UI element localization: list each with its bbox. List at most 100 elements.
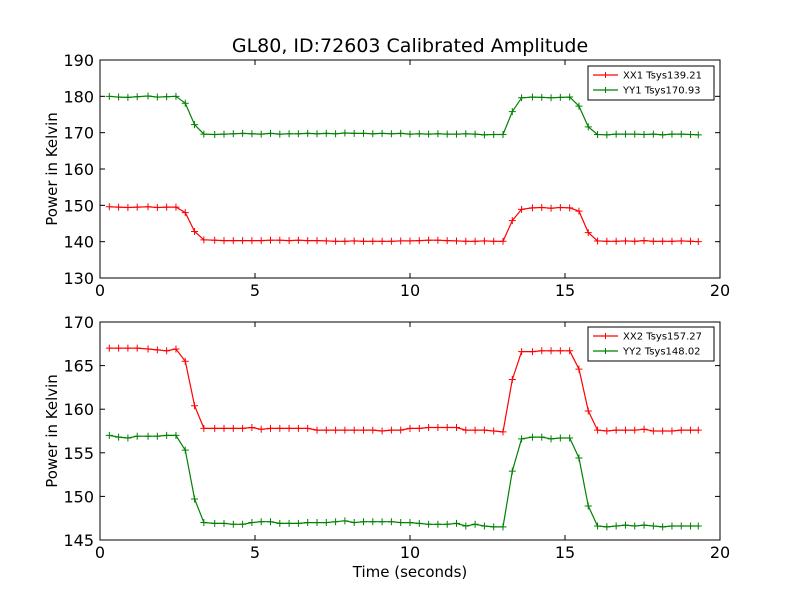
data-point [659, 131, 667, 139]
data-point [267, 236, 274, 244]
data-point [547, 347, 555, 355]
data-point [181, 446, 189, 454]
data-point [378, 518, 386, 526]
chart-title: GL80, ID:72603 Calibrated Amplitude [232, 35, 588, 57]
data-point [668, 130, 676, 138]
data-point [387, 426, 395, 434]
data-point [124, 204, 132, 212]
data-point [360, 237, 367, 245]
data-point [453, 237, 460, 245]
data-point [518, 348, 526, 356]
data-point [538, 433, 546, 441]
data-point [369, 237, 377, 245]
data-point [285, 130, 293, 138]
top-panel: GL80, ID:72603 Calibrated Amplitude Powe… [43, 35, 730, 300]
data-point [603, 427, 611, 435]
data-point [406, 424, 414, 432]
data-point [322, 129, 330, 137]
data-point [499, 428, 507, 436]
data-point [406, 130, 414, 138]
data-point [115, 433, 123, 441]
data-point [369, 130, 377, 138]
data-point [144, 345, 152, 353]
data-point [621, 237, 629, 245]
data-point [640, 237, 648, 245]
data-point [594, 522, 602, 530]
data-point [181, 357, 189, 365]
data-point [172, 92, 180, 100]
data-point [687, 130, 695, 138]
x-tick-label: 0 [95, 281, 105, 300]
data-point [425, 236, 433, 244]
data-point [594, 237, 602, 245]
data-point [425, 424, 433, 432]
data-point [387, 130, 395, 138]
data-point [294, 236, 302, 244]
data-point [575, 207, 583, 215]
data-point [668, 427, 676, 435]
data-point [211, 519, 219, 527]
data-point [369, 518, 377, 526]
y-tick-label: 150 [63, 196, 94, 215]
data-point [443, 130, 451, 138]
data-point [276, 130, 284, 138]
data-point [594, 426, 602, 434]
data-point [239, 237, 247, 245]
data-point [191, 227, 199, 235]
data-point [332, 518, 340, 526]
data-point [453, 424, 460, 432]
data-point [181, 209, 189, 217]
series-2 [105, 92, 702, 139]
data-point [471, 520, 479, 528]
data-point [443, 424, 451, 432]
y-tick-label: 170 [63, 313, 94, 332]
data-point [341, 426, 349, 434]
data-point [415, 237, 423, 245]
data-point [267, 129, 274, 137]
data-point [239, 520, 247, 528]
data-point [434, 424, 442, 432]
data-point [480, 522, 488, 530]
data-point [285, 424, 293, 432]
data-point [518, 94, 526, 102]
legend-label: XX1 Tsys139.21 [623, 71, 702, 82]
legend-marker [602, 87, 609, 93]
data-point [341, 237, 349, 245]
data-point [332, 237, 340, 245]
data-point [257, 130, 265, 138]
data-point [105, 431, 113, 439]
data-point [462, 426, 470, 434]
data-point [304, 519, 312, 527]
data-point [508, 217, 516, 225]
series-1 [105, 344, 702, 436]
data-point [322, 237, 330, 245]
legend-label: YY2 Tsys148.02 [622, 347, 701, 358]
data-point [566, 93, 574, 101]
data-point [220, 237, 228, 245]
data-point [434, 130, 442, 138]
data-point [406, 519, 414, 527]
data-point [144, 203, 152, 211]
data-point [200, 130, 208, 138]
data-point [406, 237, 414, 245]
data-point [105, 92, 113, 100]
data-point [518, 435, 526, 443]
legend-marker [602, 333, 609, 339]
legend-box [587, 65, 715, 101]
data-point [163, 347, 171, 355]
data-point [397, 129, 405, 137]
data-point [313, 237, 321, 245]
data-point [471, 237, 479, 245]
data-point [257, 518, 265, 526]
data-point [566, 347, 574, 355]
legend: XX2 Tsys157.27 YY2 Tsys148.02 [587, 326, 715, 362]
data-point [631, 426, 639, 434]
data-point [677, 426, 685, 434]
data-point [360, 518, 367, 526]
data-point [538, 204, 546, 212]
data-point [453, 130, 460, 138]
x-tick-label: 5 [250, 281, 260, 300]
data-point [153, 93, 161, 101]
data-point [229, 520, 237, 528]
data-point [276, 236, 284, 244]
